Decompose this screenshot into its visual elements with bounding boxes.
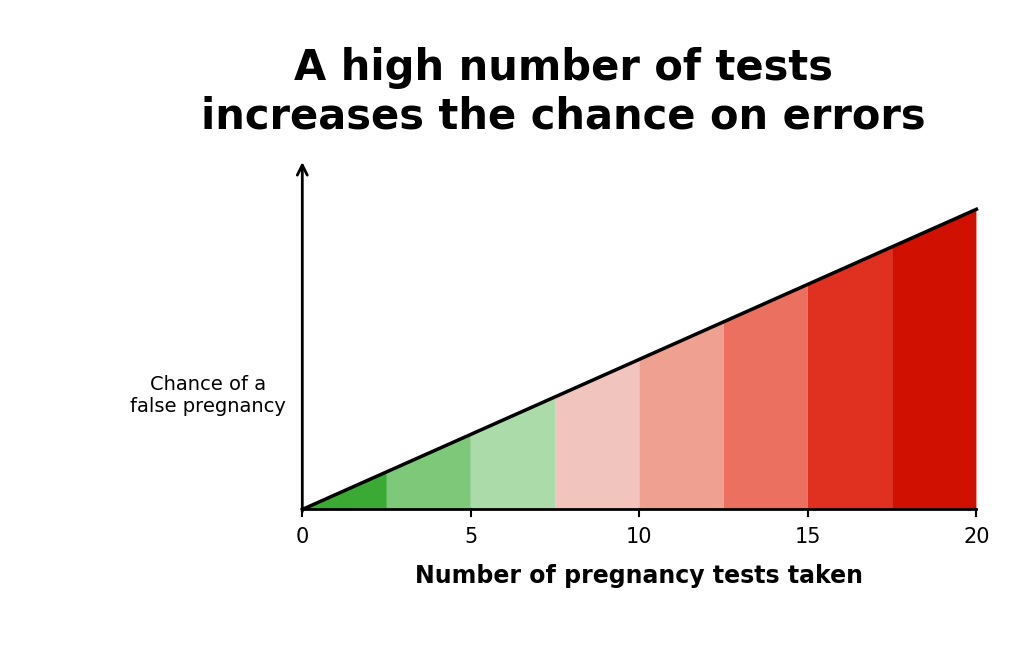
Text: A high number of tests
increases the chance on errors: A high number of tests increases the cha… xyxy=(201,47,926,137)
Polygon shape xyxy=(639,322,724,510)
Text: 0: 0 xyxy=(296,527,309,547)
Polygon shape xyxy=(555,360,639,510)
Polygon shape xyxy=(302,472,386,510)
Text: 20: 20 xyxy=(964,527,989,547)
Text: 10: 10 xyxy=(626,527,652,547)
Polygon shape xyxy=(724,284,808,510)
Text: Number of pregnancy tests taken: Number of pregnancy tests taken xyxy=(416,564,863,588)
Text: 5: 5 xyxy=(464,527,477,547)
Polygon shape xyxy=(892,209,977,510)
Polygon shape xyxy=(471,397,555,510)
Polygon shape xyxy=(386,434,471,510)
Text: 15: 15 xyxy=(795,527,821,547)
Polygon shape xyxy=(808,247,892,510)
Text: Chance of a
false pregnancy: Chance of a false pregnancy xyxy=(130,375,286,416)
